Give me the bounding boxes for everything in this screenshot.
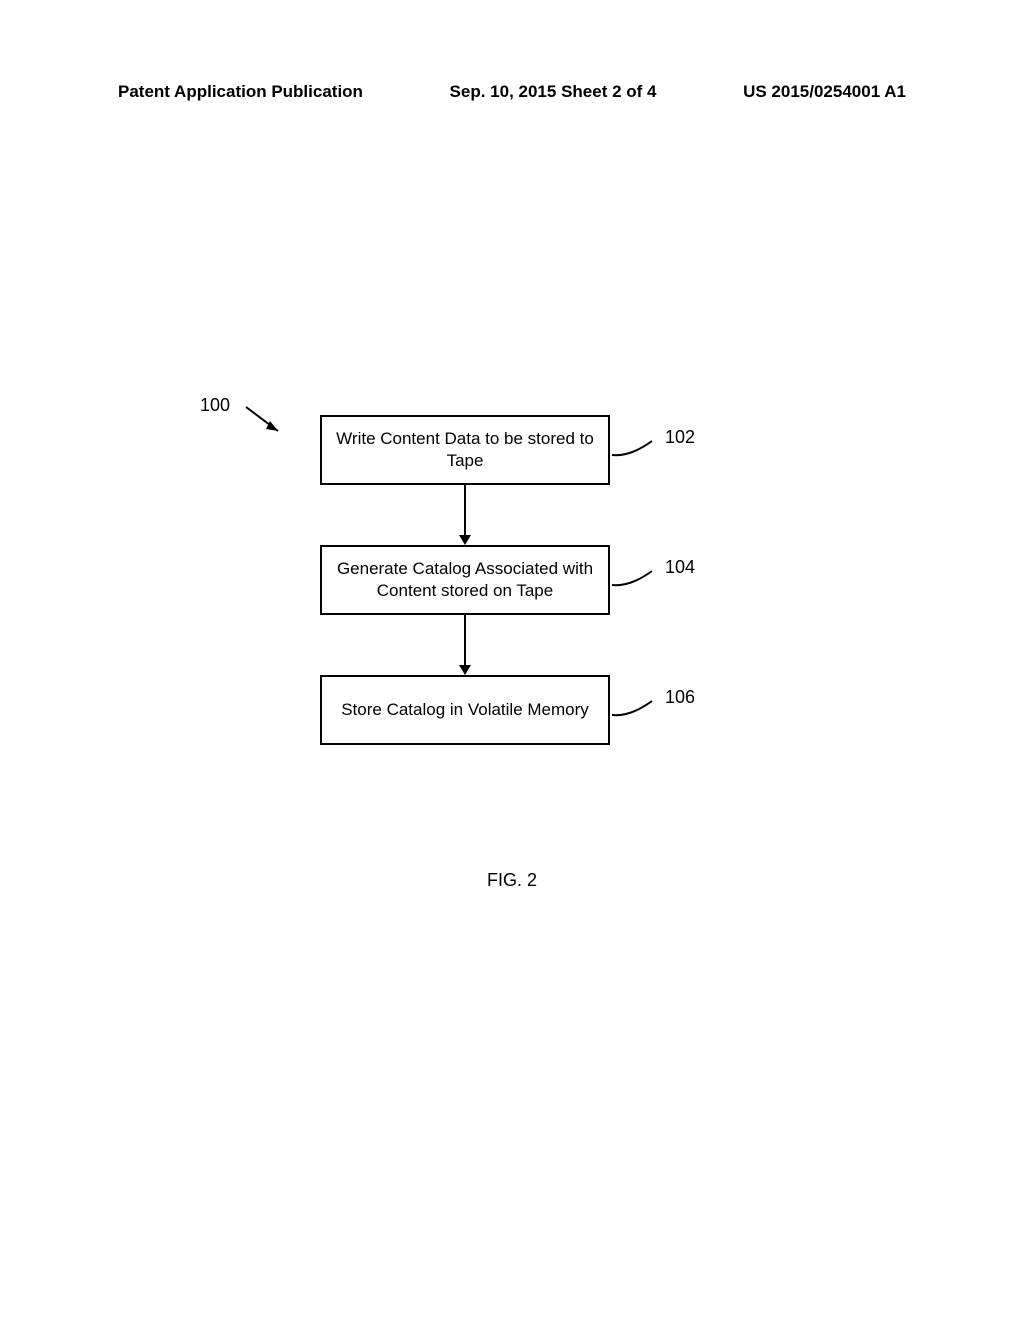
leader-line-104 — [610, 565, 665, 595]
flowchart-box-generate-catalog: Generate Catalog Associated with Content… — [320, 545, 610, 615]
header-left: Patent Application Publication — [118, 82, 363, 102]
flowchart-box-store-catalog: Store Catalog in Volatile Memory — [320, 675, 610, 745]
flow-arrow-1 — [455, 485, 475, 545]
ref-label-100: 100 — [200, 395, 230, 416]
ref-label-102: 102 — [665, 427, 695, 448]
ref-label-106: 106 — [665, 687, 695, 708]
page-header: Patent Application Publication Sep. 10, … — [0, 82, 1024, 102]
leader-line-106 — [610, 695, 665, 725]
pointer-arrow-100 — [242, 403, 302, 443]
figure-label: FIG. 2 — [0, 870, 1024, 891]
header-right: US 2015/0254001 A1 — [743, 82, 906, 102]
box-text: Write Content Data to be stored to Tape — [332, 428, 598, 472]
leader-line-102 — [610, 435, 665, 465]
flow-arrow-2 — [455, 615, 475, 675]
flowchart-container: 100 Write Content Data to be stored to T… — [180, 375, 860, 875]
ref-label-104: 104 — [665, 557, 695, 578]
box-text: Generate Catalog Associated with Content… — [332, 558, 598, 602]
box-text: Store Catalog in Volatile Memory — [341, 699, 589, 721]
header-center: Sep. 10, 2015 Sheet 2 of 4 — [450, 82, 657, 102]
flowchart-box-write-content: Write Content Data to be stored to Tape — [320, 415, 610, 485]
